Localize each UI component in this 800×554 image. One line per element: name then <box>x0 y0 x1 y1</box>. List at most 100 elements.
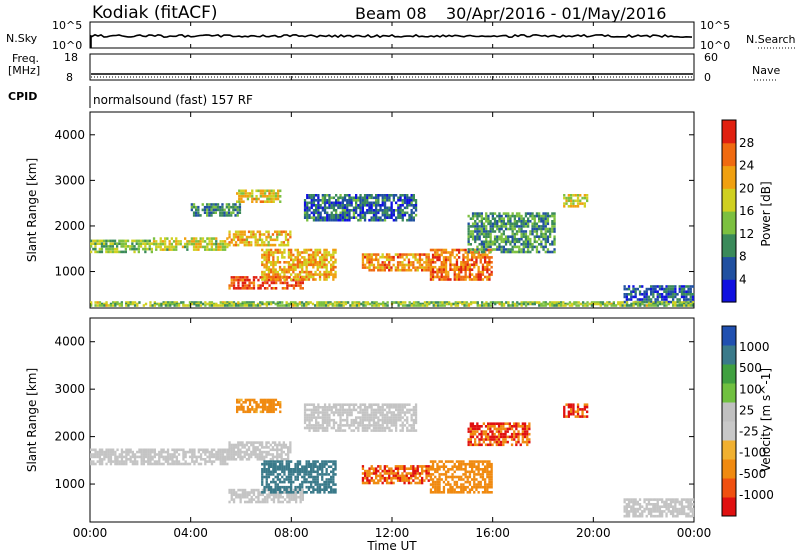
data-cell <box>261 470 264 474</box>
data-cell <box>359 213 362 217</box>
data-cell <box>316 465 319 468</box>
data-cell <box>230 455 233 459</box>
data-cell <box>257 405 260 409</box>
data-cell <box>477 485 480 489</box>
colorbar-swatch <box>722 279 736 303</box>
data-cell <box>542 212 545 215</box>
data-cell <box>412 218 415 222</box>
data-cell <box>195 245 198 249</box>
data-cell <box>280 448 283 452</box>
data-cell <box>317 408 320 412</box>
data-cell <box>267 473 271 476</box>
data-cell <box>471 465 474 468</box>
data-cell <box>395 209 398 212</box>
data-cell <box>274 230 277 234</box>
data-cell <box>388 474 391 478</box>
data-cell <box>407 467 411 470</box>
data-cell <box>366 474 369 478</box>
data-cell <box>210 237 213 240</box>
data-cell <box>301 468 304 471</box>
data-cell <box>401 268 404 272</box>
data-cell <box>244 195 247 198</box>
data-cell <box>325 470 328 474</box>
data-cell <box>258 243 262 247</box>
data-cell <box>153 453 156 456</box>
data-cell <box>484 253 487 257</box>
data-cell <box>328 421 331 425</box>
data-cell <box>151 448 154 452</box>
data-cell <box>481 268 485 271</box>
data-cell <box>212 237 216 240</box>
data-cell <box>425 467 428 470</box>
data-cell <box>583 194 586 197</box>
data-cell <box>453 270 456 274</box>
data-cell <box>236 205 239 209</box>
data-cell <box>321 253 324 257</box>
data-cell <box>186 462 189 466</box>
data-cell <box>195 240 198 243</box>
data-cell <box>330 411 333 414</box>
data-cell <box>362 301 365 304</box>
data-cell <box>392 403 395 406</box>
data-cell <box>265 446 268 449</box>
data-cell <box>318 304 321 307</box>
data-cell <box>265 265 268 269</box>
data-cell <box>323 462 326 466</box>
data-cell <box>328 201 331 205</box>
data-cell <box>623 295 626 299</box>
data-cell <box>290 495 293 499</box>
data-cell <box>317 406 320 409</box>
data-cell <box>410 413 413 417</box>
data-cell <box>372 411 376 414</box>
data-cell <box>375 218 378 222</box>
data-cell <box>343 218 347 222</box>
data-cell <box>335 201 338 205</box>
data-cell <box>267 235 270 239</box>
data-cell <box>343 204 347 207</box>
data-cell <box>455 491 459 494</box>
data-cell <box>255 197 258 201</box>
data-cell <box>303 258 306 262</box>
data-cell <box>406 304 409 307</box>
data-cell <box>339 426 342 430</box>
data-cell <box>256 453 259 456</box>
data-cell <box>453 263 456 267</box>
data-cell <box>498 245 501 249</box>
data-cell <box>444 258 448 262</box>
data-cell <box>305 251 308 254</box>
data-cell <box>264 189 267 193</box>
data-cell <box>321 201 324 205</box>
data-cell <box>323 204 327 207</box>
data-cell <box>553 230 556 233</box>
data-cell <box>350 418 353 422</box>
data-cell <box>449 488 452 491</box>
data-cell <box>321 424 324 427</box>
data-cell <box>303 468 306 471</box>
data-cell <box>312 470 315 474</box>
data-cell <box>283 278 286 281</box>
data-cell <box>388 196 391 200</box>
data-cell <box>259 189 262 193</box>
data-cell <box>480 217 483 220</box>
data-cell <box>247 241 251 244</box>
data-cell <box>551 220 554 223</box>
data-cell <box>310 261 313 264</box>
data-cell <box>337 429 340 432</box>
data-cell <box>278 248 282 252</box>
data-cell <box>253 401 256 404</box>
data-cell <box>285 460 288 463</box>
data-cell <box>287 238 290 242</box>
data-cell <box>403 213 407 217</box>
data-cell <box>153 302 156 306</box>
data-cell <box>396 472 400 475</box>
data-cell <box>368 413 371 417</box>
data-cell <box>283 273 286 276</box>
data-cell <box>147 458 150 461</box>
data-cell <box>410 204 413 207</box>
data-cell <box>239 441 242 444</box>
data-cell <box>372 418 376 422</box>
data-cell <box>372 213 376 217</box>
data-cell <box>263 273 266 276</box>
data-cell <box>363 426 367 430</box>
data-cell <box>645 298 648 301</box>
